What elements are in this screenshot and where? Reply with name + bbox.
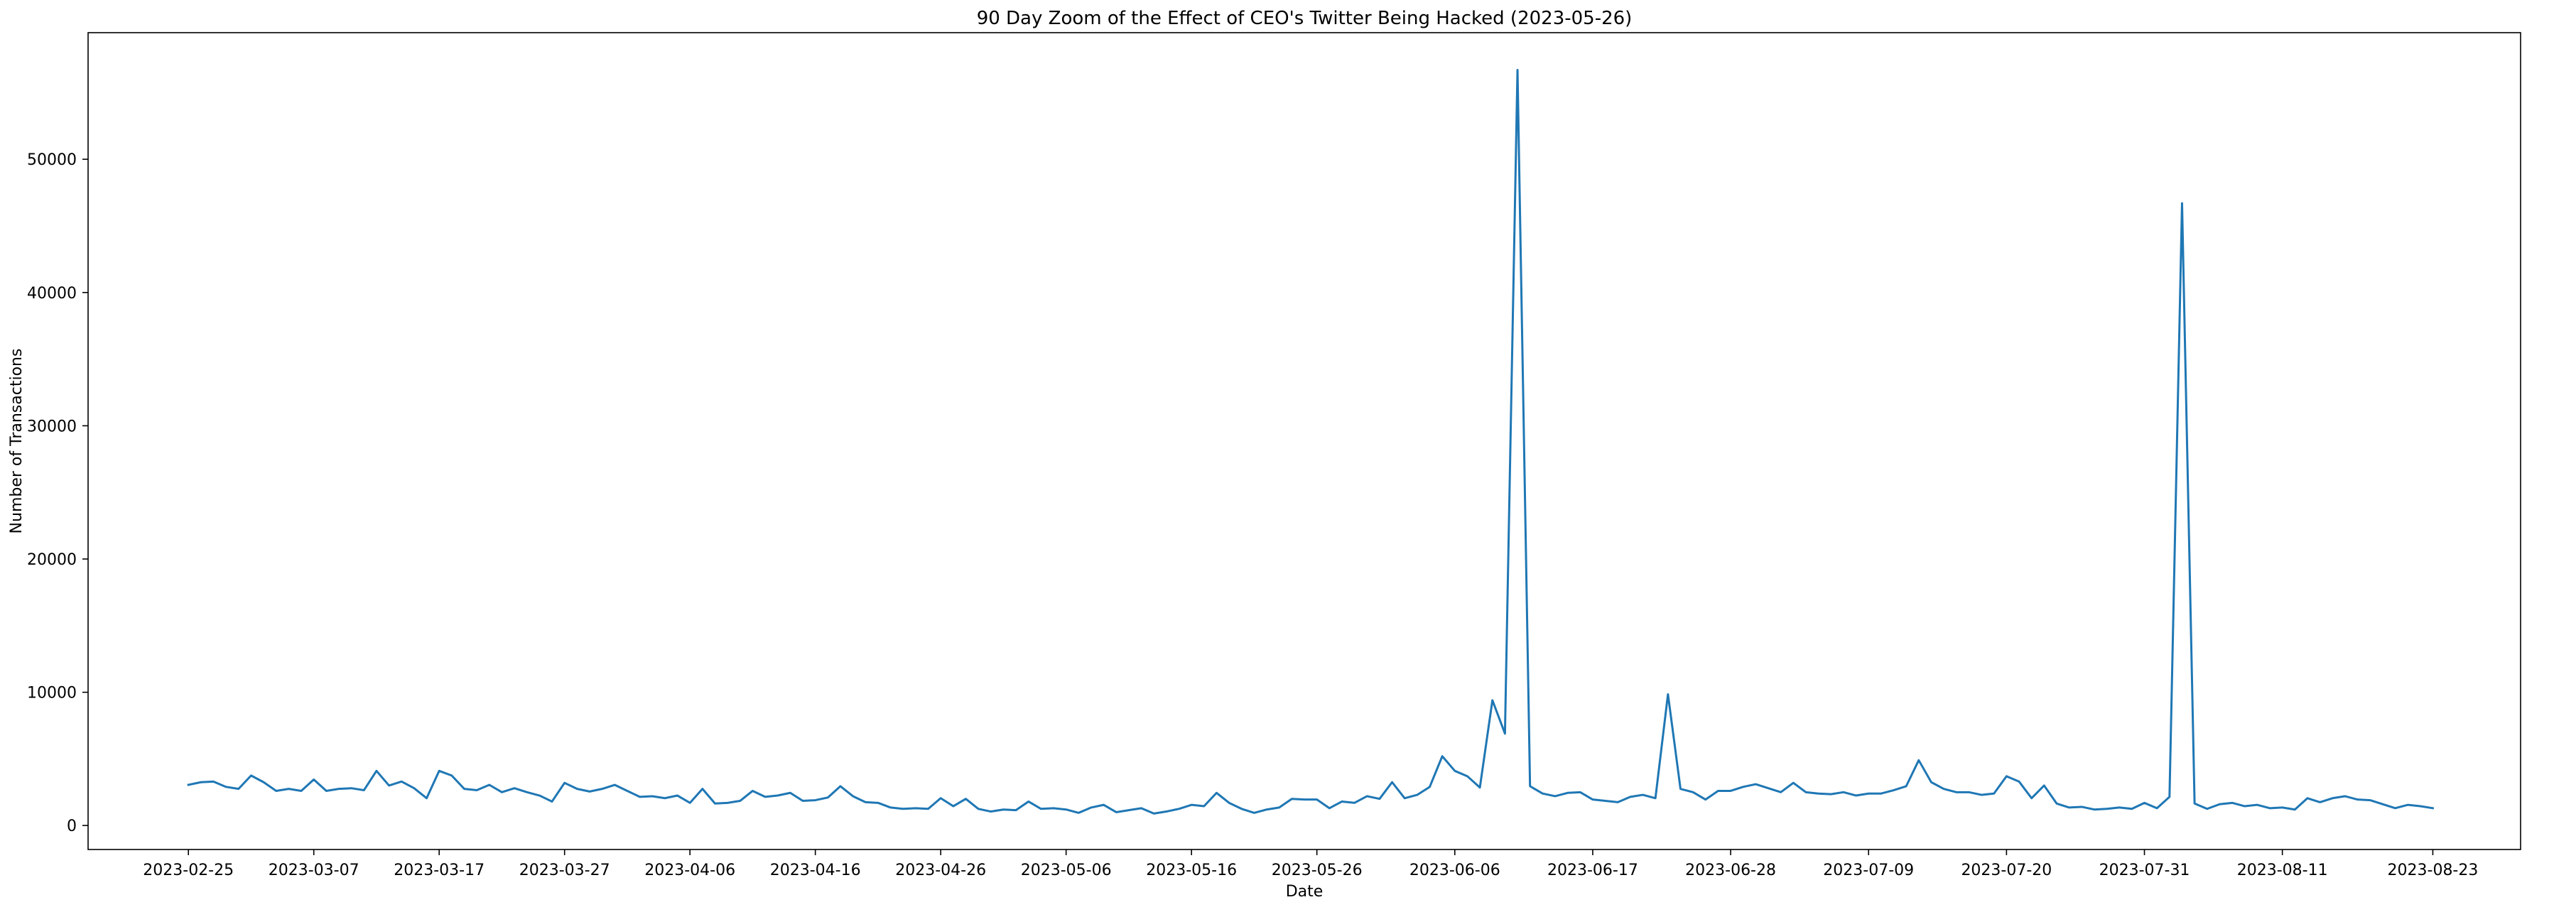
x-tick-label: 2023-02-25: [143, 862, 234, 879]
x-tick-label: 2023-04-16: [770, 862, 861, 879]
x-tick-label: 2023-07-20: [1961, 862, 2052, 879]
y-tick-label: 10000: [27, 685, 77, 702]
x-tick-label: 2023-07-09: [1823, 862, 1914, 879]
x-tick-label: 2023-06-17: [1547, 862, 1638, 879]
x-tick-label: 2023-08-23: [2388, 862, 2479, 879]
x-tick-label: 2023-05-26: [1272, 862, 1363, 879]
series-layer: [187, 69, 2435, 815]
y-tick-label: 0: [67, 818, 77, 835]
y-tick-label: 50000: [27, 151, 77, 169]
chart-title: 90 Day Zoom of the Effect of CEO's Twitt…: [977, 8, 1633, 29]
y-tick-label: 30000: [27, 418, 77, 435]
x-tick-label: 2023-05-06: [1021, 862, 1112, 879]
series-line: [187, 69, 2435, 815]
x-tick-label: 2023-07-31: [2099, 862, 2190, 879]
x-tick-label: 2023-04-06: [644, 862, 735, 879]
x-tick-label: 2023-03-27: [519, 862, 610, 879]
plot-frame: [87, 32, 2521, 850]
x-tick-label: 2023-04-26: [895, 862, 986, 879]
x-tick-label: 2023-06-28: [1685, 862, 1776, 879]
x-tick-label: 2023-06-06: [1409, 862, 1500, 879]
x-tick-label: 2023-03-07: [269, 862, 359, 879]
y-axis-label: Number of Transactions: [8, 349, 26, 534]
y-tick-label: 40000: [27, 285, 77, 303]
ticks-layer: 2023-02-25 2023-03-07 2023-03-17 2023-03-27…: [27, 151, 2478, 879]
y-tick-label: 20000: [27, 551, 77, 569]
x-tick-label: 2023-03-17: [394, 862, 485, 879]
x-tick-label: 2023-08-11: [2237, 862, 2328, 879]
x-axis-label: Date: [1286, 883, 1324, 901]
x-tick-label: 2023-05-16: [1146, 862, 1237, 879]
